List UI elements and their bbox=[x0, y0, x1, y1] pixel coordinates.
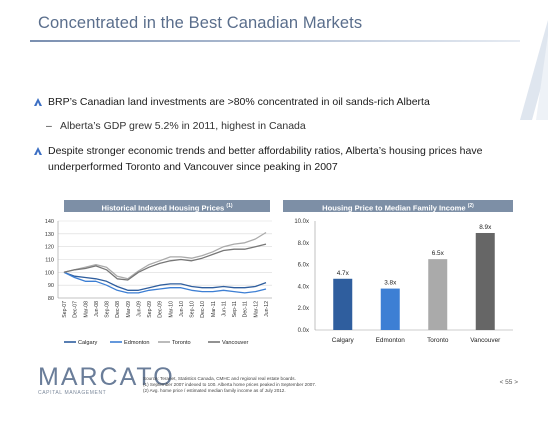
x-tick-label: Sep-10 bbox=[190, 301, 196, 318]
x-category-label: Edmonton bbox=[376, 337, 406, 344]
left-chart-footnote-ref: (1) bbox=[226, 203, 233, 209]
x-tick-label: Mar-11 bbox=[211, 301, 217, 317]
x-tick-label: Jun-10 bbox=[179, 301, 185, 317]
x-category-label: Calgary bbox=[332, 337, 355, 344]
bar-value-label: 4.7x bbox=[337, 270, 350, 277]
bullet-item: Despite stronger economic trends and bet… bbox=[34, 143, 514, 175]
right-chart-title: Housing Price to Median Family Income bbox=[322, 203, 466, 213]
x-tick-label: Mar-10 bbox=[168, 301, 174, 318]
bar-value-label: 6.5x bbox=[432, 250, 445, 257]
y-tick-label: 2.0x bbox=[298, 306, 309, 312]
y-tick-label: 100 bbox=[45, 270, 54, 276]
right-chart-footnote-ref: (2) bbox=[467, 203, 474, 209]
x-category-label: Vancouver bbox=[470, 337, 501, 344]
title-divider bbox=[30, 40, 520, 42]
y-tick-label: 0.0x bbox=[298, 328, 309, 334]
series-line-toronto bbox=[63, 231, 267, 280]
y-tick-label: 4.0x bbox=[298, 284, 309, 290]
slide-title: Concentrated in the Best Canadian Market… bbox=[38, 14, 363, 32]
page-number: < 55 > bbox=[499, 379, 518, 386]
x-tick-label: Sep-09 bbox=[147, 301, 153, 318]
sub-bullet-item: – Alberta’s GDP grew 5.2% in 2011, highe… bbox=[34, 119, 514, 134]
x-tick-label: Mar-12 bbox=[253, 301, 259, 318]
footnote-line: (1) September 2007 indexed to 100. Alber… bbox=[143, 382, 317, 387]
corner-arrow-mark bbox=[520, 20, 548, 120]
bullet-item: BRP’s Canadian land investments are >80%… bbox=[34, 94, 514, 110]
bar-toronto bbox=[428, 259, 448, 330]
sub-bullet-text: Alberta’s GDP grew 5.2% in 2011, highest… bbox=[60, 120, 306, 132]
bullet-text: Despite stronger economic trends and bet… bbox=[48, 145, 483, 173]
bar-value-label: 8.9x bbox=[479, 224, 492, 231]
x-tick-label: Dec-09 bbox=[158, 301, 164, 318]
x-tick-label: Dec-11 bbox=[243, 301, 249, 317]
bar-calgary bbox=[333, 278, 353, 330]
bar-edmonton bbox=[380, 288, 400, 330]
legend-label: Edmonton bbox=[124, 340, 150, 346]
legend-label: Toronto bbox=[172, 340, 191, 346]
bar-vancouver bbox=[475, 232, 495, 330]
series-line-calgary bbox=[63, 271, 267, 291]
source-line: Source: Teranet, Statistics Canada, CMHC… bbox=[143, 376, 296, 381]
sources-footnotes: Source: Teranet, Statistics Canada, CMHC… bbox=[143, 376, 316, 394]
left-chart-header: Historical Indexed Housing Prices (1) bbox=[64, 200, 270, 213]
left-chart-title: Historical Indexed Housing Prices bbox=[101, 203, 225, 213]
housing-price-line-chart: 80 90 100 110 120 130 140 Sep-07 Dec-07 Mar-08 Jun… bbox=[45, 219, 272, 346]
right-chart-header: Housing Price to Median Family Income (2… bbox=[283, 200, 513, 213]
x-tick-label: Dec-08 bbox=[115, 301, 121, 318]
dash-bullet: – bbox=[46, 120, 52, 132]
x-tick-label: Mar-08 bbox=[83, 301, 89, 318]
x-tick-label: Dec-10 bbox=[200, 301, 206, 318]
y-tick-label: 110 bbox=[45, 258, 54, 264]
x-tick-label: Jun-09 bbox=[136, 301, 142, 317]
logo-subtitle: CAPITAL MANAGEMENT bbox=[38, 390, 107, 396]
y-tick-label: 90 bbox=[48, 283, 54, 289]
x-tick-label: Sep-08 bbox=[105, 301, 111, 318]
y-tick-label: 6.0x bbox=[298, 263, 309, 269]
triangle-bullet-icon bbox=[34, 147, 42, 155]
price-to-income-bar-chart: 0.0x 2.0x 4.0x 6.0x 8.0x 10.0x 4.7x Calgary 3.8x… bbox=[294, 219, 513, 344]
y-tick-label: 8.0x bbox=[298, 241, 309, 247]
y-tick-label: 10.0x bbox=[294, 219, 309, 225]
x-tick-label: Sep-11 bbox=[232, 301, 238, 317]
x-tick-label: Sep-07 bbox=[62, 301, 68, 318]
x-tick-label: Jun-11 bbox=[221, 301, 227, 317]
bullet-text: BRP’s Canadian land investments are >80%… bbox=[48, 96, 430, 108]
x-tick-label: Dec-07 bbox=[73, 301, 79, 318]
legend-label: Vancouver bbox=[222, 340, 248, 346]
bullet-list: BRP’s Canadian land investments are >80%… bbox=[34, 94, 514, 184]
marcato-logo: MARCATO bbox=[38, 363, 175, 391]
footnote-line: (2) Avg. home price / estimated median f… bbox=[143, 388, 286, 393]
triangle-bullet-icon bbox=[34, 98, 42, 106]
x-tick-label: Mar-09 bbox=[126, 301, 132, 318]
bar-value-label: 3.8x bbox=[384, 280, 397, 287]
x-tick-label: Jun-12 bbox=[264, 301, 270, 317]
series-line-vancouver bbox=[63, 243, 267, 281]
legend-label: Calgary bbox=[78, 340, 97, 346]
y-tick-label: 140 bbox=[45, 219, 54, 225]
y-tick-label: 80 bbox=[48, 296, 54, 302]
x-category-label: Toronto bbox=[427, 337, 449, 344]
x-tick-label: Jun-08 bbox=[94, 301, 100, 317]
series-line-edmonton bbox=[63, 271, 267, 294]
y-tick-label: 130 bbox=[45, 232, 54, 238]
y-tick-label: 120 bbox=[45, 245, 54, 251]
